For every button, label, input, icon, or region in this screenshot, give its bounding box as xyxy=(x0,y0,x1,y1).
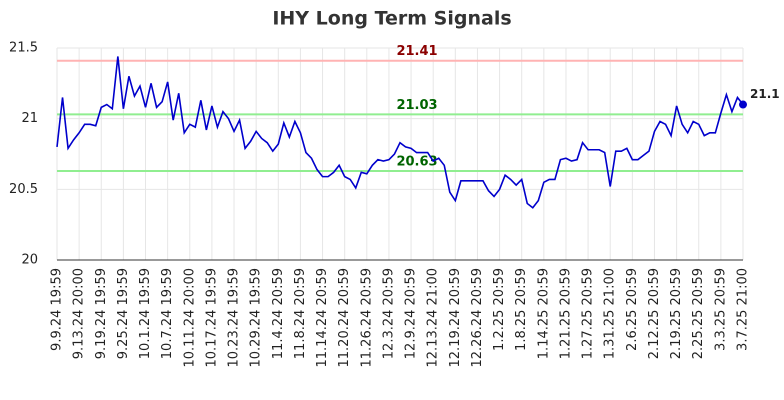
x-tick-label: 10.29.24 19:59 xyxy=(249,268,264,368)
x-tick-label: 12.3.24 20:59 xyxy=(381,268,396,359)
x-tick-label: 1.31.25 21:00 xyxy=(603,268,618,359)
x-tick-label: 11.8.24 20:59 xyxy=(293,268,308,359)
y-tick-label: 21 xyxy=(21,111,38,126)
signal-label: 20.63 xyxy=(396,154,437,169)
signal-label: 21.03 xyxy=(396,98,437,113)
x-tick-label: 10.23.24 19:59 xyxy=(227,268,242,368)
x-tick-label: 11.14.24 20:59 xyxy=(315,268,330,368)
x-tick-label: 9.13.24 20:00 xyxy=(72,268,87,359)
x-tick-label: 2.25.25 20:59 xyxy=(691,268,706,359)
x-tick-label: 1.14.25 20:59 xyxy=(536,268,551,359)
x-tick-label: 3.3.25 20:59 xyxy=(713,268,728,351)
chart-title: IHY Long Term Signals xyxy=(272,8,511,30)
x-tick-label: 1.27.25 20:59 xyxy=(581,268,596,359)
last-value-label: 21.1 xyxy=(750,87,780,101)
y-tick-label: 21.5 xyxy=(9,41,38,56)
x-tick-label: 10.17.24 19:59 xyxy=(204,268,219,368)
x-tick-label: 9.25.24 19:59 xyxy=(116,268,131,359)
y-tick-label: 20 xyxy=(21,253,38,268)
x-tick-label: 9.9.24 19:59 xyxy=(50,268,65,351)
x-tick-label: 12.19.24 20:59 xyxy=(448,268,463,368)
y-tick-label: 20.5 xyxy=(9,182,38,197)
x-tick-label: 10.7.24 19:59 xyxy=(160,268,175,359)
x-tick-label: 11.20.24 20:59 xyxy=(337,268,352,368)
x-tick-label: 9.19.24 19:59 xyxy=(94,268,109,359)
last-point xyxy=(739,100,747,109)
x-tick-label: 2.6.25 20:59 xyxy=(625,268,640,351)
x-tick-label: 1.2.25 20:59 xyxy=(492,268,507,351)
x-tick-label: 2.19.25 20:59 xyxy=(669,268,684,359)
x-tick-label: 1.21.25 20:59 xyxy=(558,268,573,359)
x-tick-label: 3.7.25 21:00 xyxy=(736,268,751,351)
x-tick-label: 12.26.24 20:59 xyxy=(470,268,485,368)
x-tick-label: 11.4.24 20:59 xyxy=(271,268,286,359)
x-tick-label: 10.1.24 19:59 xyxy=(138,268,153,359)
x-tick-label: 11.26.24 20:59 xyxy=(359,268,374,368)
x-tick-label: 10.11.24 20:00 xyxy=(182,268,197,368)
x-tick-label: 12.9.24 20:59 xyxy=(404,268,419,359)
signal-label: 21.41 xyxy=(396,44,437,59)
x-tick-label: 2.12.25 20:59 xyxy=(647,268,662,359)
x-tick-label: 1.8.25 20:59 xyxy=(514,268,529,351)
series-line xyxy=(56,56,744,209)
x-tick-label: 12.13.24 21:00 xyxy=(426,268,441,368)
